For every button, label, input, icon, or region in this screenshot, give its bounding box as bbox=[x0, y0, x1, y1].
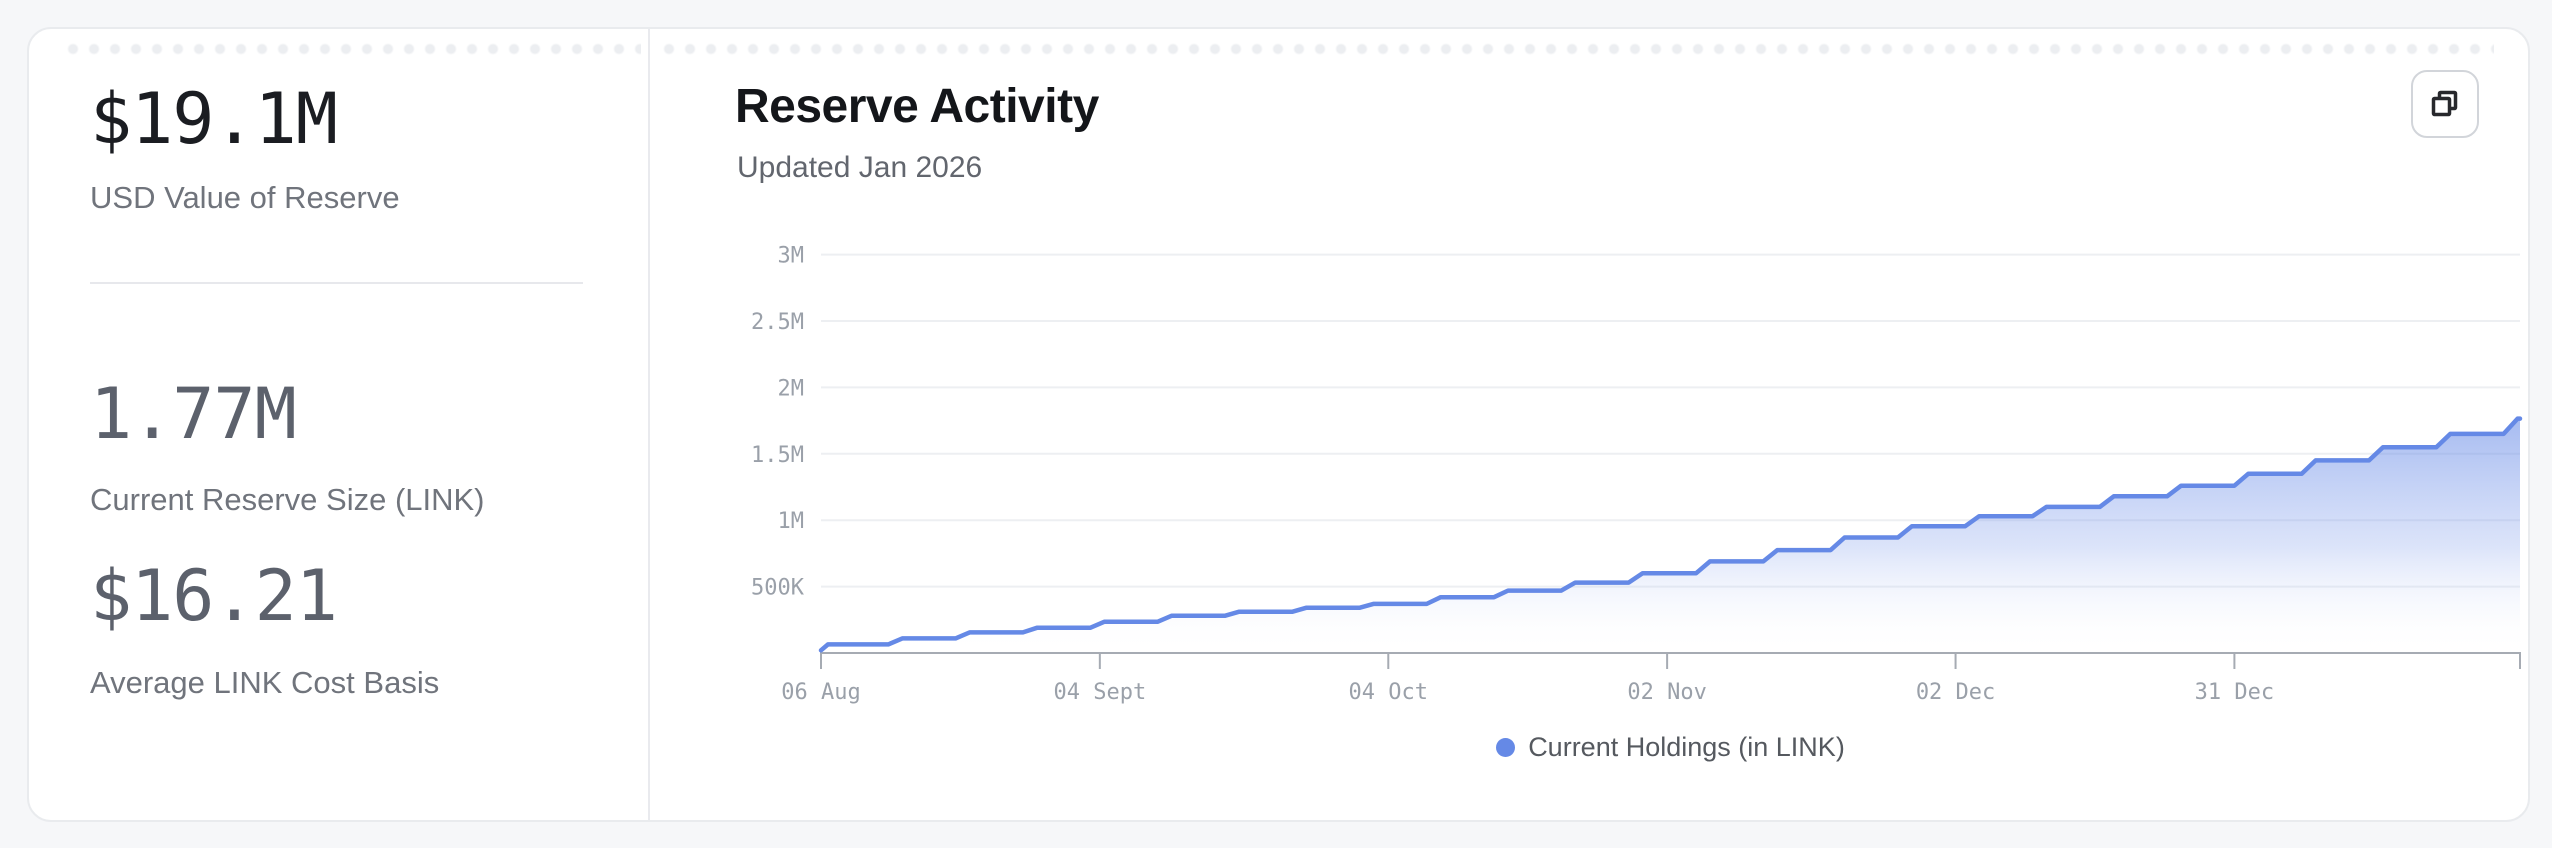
y-axis-label: 2M bbox=[778, 376, 805, 401]
chart-legend: Current Holdings (in LINK) bbox=[821, 727, 2520, 767]
holdings-area-fill bbox=[821, 418, 2520, 652]
usd-reserve-label: USD Value of Reserve bbox=[90, 180, 400, 215]
cost-basis-label: Average LINK Cost Basis bbox=[90, 665, 440, 700]
y-axis-label: 500K bbox=[751, 576, 805, 601]
y-axis-label: 3M bbox=[778, 244, 805, 269]
x-axis-label: 31 Dec bbox=[2195, 680, 2274, 705]
chart-title: Reserve Activity bbox=[735, 80, 1099, 133]
holdings-line-series bbox=[818, 416, 2523, 653]
cost-basis-value: $16.21 bbox=[90, 555, 338, 637]
x-axis-label: 06 Aug bbox=[781, 680, 860, 705]
chart-subtitle: Updated Jan 2026 bbox=[737, 151, 983, 184]
reserve-size-value: 1.77M bbox=[90, 373, 297, 455]
decorative-dot-pattern bbox=[659, 42, 2494, 56]
y-axis-label: 1M bbox=[778, 509, 805, 534]
reserve-dashboard-card: $19.1M USD Value of Reserve 1.77M Curren… bbox=[27, 27, 2530, 822]
x-axis-label: 04 Oct bbox=[1349, 680, 1428, 705]
reserve-size-label: Current Reserve Size (LINK) bbox=[90, 482, 485, 517]
y-axis-label: 1.5M bbox=[751, 443, 804, 468]
x-axis-label: 02 Nov bbox=[1627, 680, 1706, 705]
legend-label: Current Holdings (in LINK) bbox=[1528, 731, 1845, 762]
x-axis-label: 02 Dec bbox=[1916, 680, 1995, 705]
usd-reserve-value: $19.1M bbox=[90, 78, 338, 160]
copy-icon bbox=[2429, 88, 2461, 120]
copy-button[interactable] bbox=[2411, 70, 2479, 138]
metrics-panel: $19.1M USD Value of Reserve 1.77M Curren… bbox=[29, 29, 650, 820]
legend-dot-icon bbox=[1496, 737, 1516, 757]
y-axis-label: 2.5M bbox=[751, 310, 804, 335]
x-axis-label: 04 Sept bbox=[1053, 680, 1146, 705]
metrics-divider bbox=[90, 282, 583, 284]
